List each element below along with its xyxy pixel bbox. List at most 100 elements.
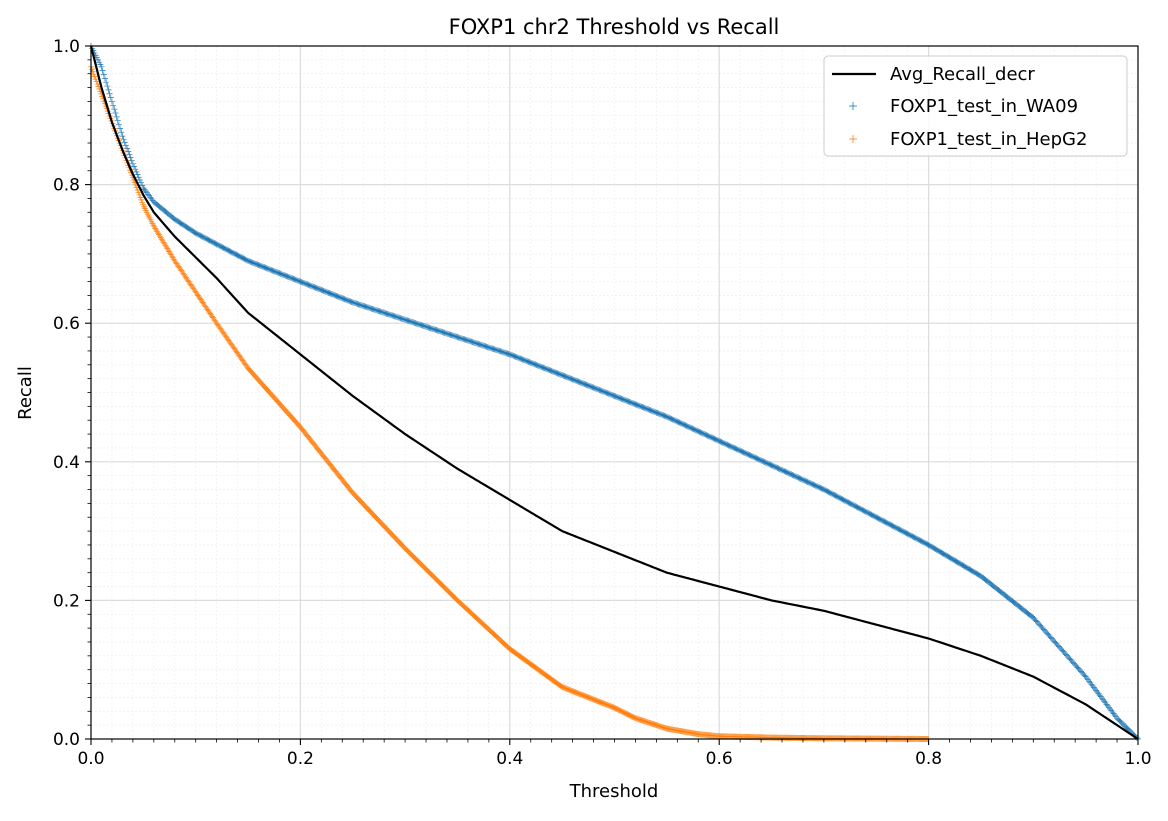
foxp1-test-in-hepg2-point	[155, 230, 162, 237]
foxp1-test-in-wa09-point	[136, 176, 143, 183]
foxp1-test-in-wa09-point	[133, 168, 140, 175]
foxp1-test-in-wa09-point	[1108, 707, 1115, 714]
legend-marker-wa09	[849, 102, 857, 110]
foxp1-test-in-wa09-point	[140, 185, 147, 192]
foxp1-test-in-wa09-point	[1093, 687, 1100, 694]
foxp1-test-in-wa09-point	[111, 106, 118, 113]
foxp1-test-in-wa09-point	[129, 160, 136, 167]
foxp1-test-in-hepg2-point	[90, 71, 97, 78]
x-tick-label: 0.8	[915, 749, 942, 769]
foxp1-test-in-hepg2-point	[164, 245, 171, 252]
legend-label-avg-recall: Avg_Recall_decr	[890, 64, 1035, 85]
foxp1-test-in-hepg2-point	[159, 237, 166, 244]
foxp1-test-in-hepg2-point	[93, 78, 100, 85]
foxp1-test-in-wa09-point	[112, 109, 119, 116]
foxp1-test-in-wa09-point	[117, 125, 124, 132]
y-tick-label: 0.8	[53, 176, 80, 196]
x-tick-label: 0.0	[77, 749, 104, 769]
foxp1-test-in-wa09-point	[110, 102, 117, 109]
foxp1-test-in-hepg2-point	[91, 73, 98, 80]
y-tick-label: 0.0	[53, 730, 80, 750]
foxp1-test-in-hepg2-point	[152, 225, 159, 232]
foxp1-test-in-hepg2-point	[160, 239, 167, 246]
major-grid	[91, 46, 1138, 739]
y-axis-label: Recall	[15, 366, 36, 420]
foxp1-test-in-hepg2-point	[92, 76, 99, 83]
foxp1-test-in-wa09-point	[1098, 695, 1105, 702]
foxp1-test-in-wa09-point	[148, 195, 155, 202]
foxp1-test-in-wa09-point	[1097, 693, 1104, 700]
foxp1-test-in-wa09-point	[131, 163, 138, 170]
foxp1-test-in-wa09-point	[1086, 678, 1093, 685]
foxp1-test-in-wa09-point	[115, 121, 122, 128]
foxp1-test-in-hepg2-point	[168, 253, 175, 260]
foxp1-test-in-wa09-point	[1100, 696, 1107, 703]
foxp1-test-in-hepg2-point	[166, 248, 173, 255]
foxp1-test-in-wa09-point	[121, 139, 128, 146]
foxp1-test-in-wa09-point	[103, 79, 110, 86]
y-tick-label: 0.4	[53, 453, 80, 473]
foxp1-test-in-wa09-point	[141, 186, 148, 193]
x-tick-label: 0.4	[496, 749, 523, 769]
foxp1-test-in-hepg2-point	[135, 189, 142, 196]
foxp1-test-in-hepg2-point	[151, 223, 158, 230]
foxp1-test-in-wa09-point	[104, 83, 111, 90]
minor-grid	[91, 46, 1138, 739]
y-tick-label: 1.0	[53, 37, 80, 57]
foxp1-test-in-wa09-point	[122, 142, 129, 149]
series-FOXP1_test_in_WA09	[88, 43, 1141, 742]
x-axis-label: Threshold	[569, 781, 659, 802]
foxp1-test-in-wa09-point	[1088, 681, 1095, 688]
foxp1-test-in-hepg2-point	[167, 250, 174, 257]
foxp1-test-in-hepg2-point	[154, 228, 161, 235]
foxp1-test-in-wa09-point	[1082, 673, 1089, 680]
foxp1-test-in-hepg2-point	[157, 234, 164, 241]
axis-ticks: 0.0 0.2 0.4 0.6 0.8 1.0 0.0 0.2 0.4 0.6 0.8 1.0	[53, 37, 1152, 769]
foxp1-test-in-wa09-point	[108, 98, 115, 105]
foxp1-test-in-hepg2-point	[158, 236, 165, 243]
foxp1-test-in-wa09-point	[1091, 685, 1098, 692]
chart-title: FOXP1 chr2 Threshold vs Recall	[449, 15, 780, 39]
foxp1-test-in-wa09-point	[1107, 705, 1114, 712]
foxp1-test-in-wa09-point	[120, 136, 127, 143]
foxp1-test-in-wa09-point	[114, 117, 121, 124]
y-tick-label: 0.6	[53, 314, 80, 334]
foxp1-test-in-wa09-point	[1111, 712, 1118, 719]
foxp1-test-in-hepg2-point	[153, 227, 160, 234]
foxp1-test-in-wa09-point	[99, 67, 106, 74]
series-Avg_Recall_decr	[89, 45, 1139, 740]
foxp1-test-in-wa09-point	[1109, 709, 1116, 716]
foxp1-test-in-hepg2-point	[137, 194, 144, 201]
foxp1-test-in-wa09-point	[105, 86, 112, 93]
foxp1-test-in-wa09-point	[1096, 692, 1103, 699]
foxp1-test-in-wa09-point	[1083, 675, 1090, 682]
foxp1-test-in-hepg2-point	[136, 191, 143, 198]
x-tick-label: 0.6	[706, 749, 733, 769]
foxp1-test-in-wa09-point	[128, 157, 135, 164]
foxp1-test-in-hepg2-point	[169, 254, 176, 261]
foxp1-test-in-wa09-point	[107, 94, 114, 101]
x-tick-label: 0.2	[287, 749, 314, 769]
foxp1-test-in-wa09-point	[143, 189, 150, 196]
foxp1-test-in-wa09-point	[126, 151, 133, 158]
x-tick-label: 1.0	[1124, 749, 1151, 769]
foxp1-test-in-wa09-point	[1084, 676, 1091, 683]
foxp1-test-in-wa09-point	[134, 171, 141, 178]
foxp1-test-in-wa09-point	[118, 129, 125, 136]
legend-label-hepg2: FOXP1_test_in_HepG2	[890, 129, 1087, 150]
foxp1-test-in-wa09-point	[132, 166, 139, 173]
avg-recall-line	[89, 45, 1139, 740]
foxp1-test-in-hepg2-point	[155, 231, 162, 238]
foxp1-test-in-wa09-point	[98, 63, 105, 70]
foxp1-test-in-wa09-point	[1087, 679, 1094, 686]
foxp1-test-in-wa09-point	[125, 148, 132, 155]
foxp1-test-in-wa09-point	[113, 113, 120, 120]
foxp1-test-in-wa09-point	[100, 71, 107, 78]
foxp1-test-in-wa09-point	[127, 154, 134, 161]
foxp1-test-in-hepg2-point	[156, 233, 163, 240]
foxp1-test-in-wa09-point	[119, 133, 126, 140]
foxp1-test-in-hepg2-point	[165, 247, 172, 254]
foxp1-test-in-wa09-point	[106, 90, 113, 97]
